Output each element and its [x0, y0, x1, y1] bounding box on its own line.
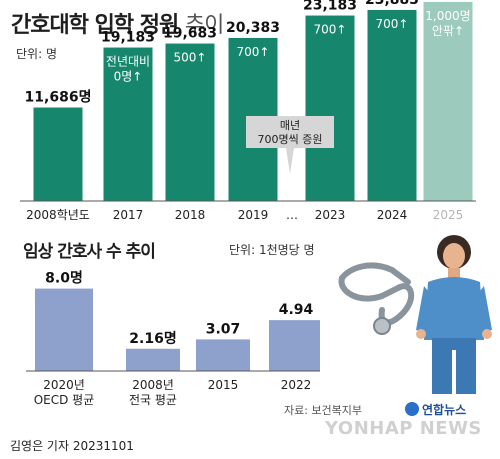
admissions-value-label: 23,183: [303, 0, 357, 14]
unit-label-nurses: 단위: 1천명당 명: [229, 243, 315, 257]
admissions-value-label: 23,883: [365, 0, 419, 8]
admissions-value-label: 11,686명: [25, 89, 92, 106]
admissions-category-label: 2008학년도: [26, 208, 90, 222]
unit-label-admissions: 단위: 명: [16, 47, 57, 61]
admissions-value-label: 20,383: [226, 20, 280, 36]
admissions-category-label: 2017: [113, 208, 144, 222]
yonhap-logo: 연합뉴스: [405, 401, 466, 418]
admissions-category-label: 2019: [238, 208, 269, 222]
admissions-bar: [367, 9, 417, 201]
admissions-bar-note: 전년대비 0명↑: [106, 55, 150, 84]
admissions-value-label: 19,183: [101, 30, 155, 46]
admissions-annotation-box: [246, 116, 334, 174]
nurses-category-label: 2020년 OECD 평균: [34, 378, 95, 407]
nurses-value-label: 4.94: [279, 302, 314, 318]
admissions-bar: [305, 15, 355, 202]
nurses-bar: [269, 320, 320, 371]
admissions-chart: 11,686명 2008학년도 19,183 전년대비 0명↑ 2017 19,683 500…: [20, 0, 476, 222]
admissions-bar: [33, 107, 83, 201]
nurses-category-label: 2008년 전국 평균: [129, 378, 177, 407]
admissions-bar-note: 700↑: [376, 17, 409, 31]
admissions-bar-note: 1,000명 안팎↑: [425, 9, 470, 38]
admissions-category-label: 2018: [175, 208, 206, 222]
admissions-annotation: 매년 700명씩 증원: [258, 119, 323, 146]
admissions-bar-note: 700↑: [237, 45, 270, 59]
nurses-chart: 8.0명 2020년 OECD 평균 2.16명 2008년 전국 평균 3.07 2015 4…: [26, 270, 320, 407]
admissions-bar: [103, 47, 153, 202]
nurses-value-label: 2.16명: [129, 330, 176, 347]
section-title-nurses: 임상 간호사 수 추이: [23, 242, 156, 262]
nurses-value-label: 8.0명: [45, 270, 83, 287]
admissions-value-label: 19,683: [163, 26, 217, 42]
stethoscope-icon: [338, 262, 414, 326]
nurses-bar: [196, 339, 250, 371]
logo-mark-icon: [405, 402, 419, 416]
admissions-bar-note: 500↑: [174, 51, 207, 65]
nurses-bar: [126, 348, 180, 371]
admissions-category-label: 2025: [433, 208, 464, 222]
watermark: YONHAP NEWS: [325, 418, 482, 439]
admissions-category-label: …: [286, 208, 298, 222]
nurses-category-label: 2015: [208, 378, 239, 392]
nurse-stethoscope-illustration: [338, 235, 492, 394]
admissions-bar: [165, 43, 215, 202]
stethoscope-chestpiece: [373, 317, 391, 335]
admissions-category-label: 2024: [377, 208, 408, 222]
source-note: 자료: 보건복지부: [284, 404, 363, 417]
nurses-value-label: 3.07: [206, 321, 241, 337]
admissions-bar-note: 700↑: [314, 23, 347, 37]
admissions-bar: [423, 1, 473, 201]
nurses-category-label: 2022: [281, 378, 312, 392]
admissions-category-label: 2023: [315, 208, 346, 222]
reporter-credit: 김영은 기자 20231101: [10, 439, 134, 453]
nurse-figure: [416, 235, 492, 394]
chart-title: 간호대학 입학 정원 추이: [11, 13, 224, 38]
nurses-bar: [35, 288, 93, 371]
